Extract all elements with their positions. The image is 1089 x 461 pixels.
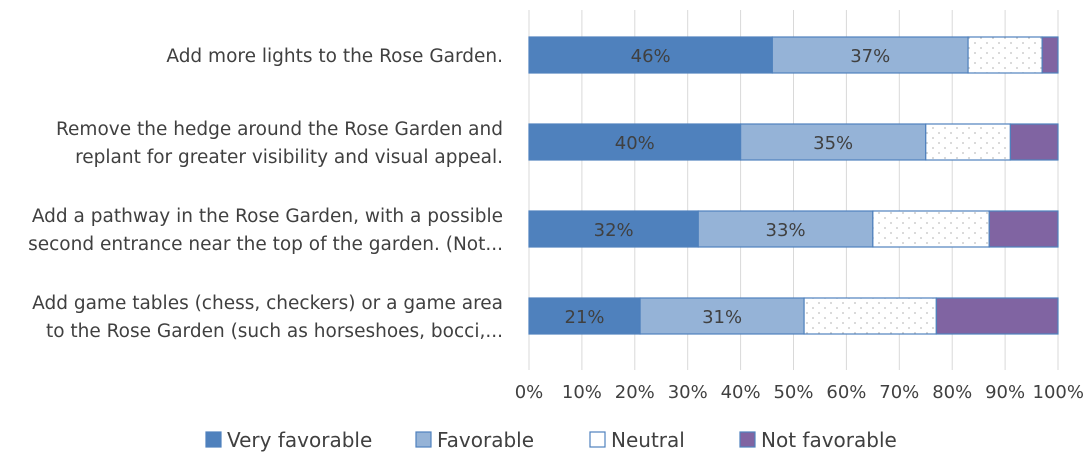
bar-segment-neutral [967,36,1043,74]
bar-segment-favorable [739,123,927,161]
bar-segment-favorable [771,36,969,74]
x-tick-label: 70% [879,382,919,403]
bar-segment-very-favorable [528,210,699,248]
legend-swatch [415,431,432,448]
bar-segment-neutral [872,210,990,248]
legend-label: Not favorable [761,428,897,452]
legend-label: Favorable [437,428,534,452]
legend: Very favorable Favorable Neutral Not favora… [205,428,897,452]
legend-swatch [205,431,222,448]
category-labels: Add more lights to the Rose Garden. Remov… [28,46,503,342]
category-label: replant for greater visibility and visua… [75,147,503,168]
legend-swatch [739,431,756,448]
category-label: Add game tables (chess, checkers) or a g… [32,293,503,314]
x-tick-label: 0% [515,382,544,403]
bar-segment-very-favorable [528,36,773,74]
x-tick-label: 100% [1033,382,1084,403]
bar-segment-not-favorable [1041,36,1059,74]
category-label: second entrance near the top of the gard… [28,234,503,255]
x-tick-label: 80% [932,382,972,403]
bars: 46% 37% 40% 35% 32% 33% 21% 31% [528,36,1059,335]
data-label: 32% [594,220,634,241]
x-tick-label: 20% [615,382,655,403]
category-label: Add more lights to the Rose Garden. [166,46,503,67]
x-tick-label: 40% [721,382,761,403]
x-tick-label: 60% [826,382,866,403]
legend-label: Neutral [611,428,685,452]
x-tick-label: 10% [562,382,602,403]
x-tick-label: 30% [668,382,708,403]
bar-segment-not-favorable [935,297,1059,335]
x-tick-label: 90% [985,382,1025,403]
data-label: 21% [565,307,605,328]
legend-label: Very favorable [227,428,372,452]
category-label: Remove the hedge around the Rose Garden … [56,119,503,140]
bar-segment-very-favorable [528,297,641,335]
data-label: 46% [631,46,671,67]
x-axis-ticks: 0% 10% 20% 30% 40% 50% 60% 70% 80% 90% 100% [515,382,1084,403]
data-label: 37% [850,46,890,67]
bar-segment-very-favorable [528,123,742,161]
bar-segment-favorable [639,297,805,335]
data-label: 40% [615,133,655,154]
bar-segment-neutral [925,123,1011,161]
legend-swatch [589,431,606,448]
x-tick-label: 50% [773,382,813,403]
data-label: 31% [702,307,742,328]
category-label: to the Rose Garden (such as horseshoes, … [46,321,503,342]
category-label: Add a pathway in the Rose Garden, with a… [32,206,503,227]
data-label: 35% [813,133,853,154]
data-label: 33% [766,220,806,241]
bar-segment-not-favorable [1009,123,1059,161]
bar-segment-not-favorable [988,210,1059,248]
bar-segment-favorable [697,210,874,248]
bar-segment-neutral [803,297,937,335]
